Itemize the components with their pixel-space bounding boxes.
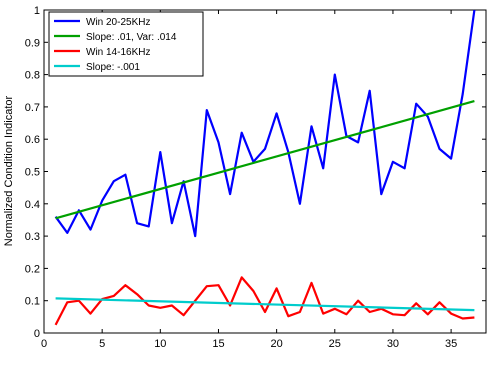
series-line-2 <box>55 100 475 220</box>
legend: Win 20-25KHz Slope: .01, Var: .014 Win 14-… <box>48 11 204 77</box>
y-tick-label: 0.9 <box>25 37 40 49</box>
series-layer <box>54 9 476 326</box>
x-axis-ticks: 0 5 10 15 20 25 30 35 <box>41 10 457 350</box>
x-tick-label: 0 <box>41 338 47 350</box>
y-tick-label: 0.4 <box>25 199 40 211</box>
x-tick-label: 15 <box>212 338 224 350</box>
x-tick-label: 25 <box>329 338 341 350</box>
y-tick-label: 1 <box>34 5 40 17</box>
y-axis-label: Normalized Condition Indicator <box>3 95 15 246</box>
y-tick-label: 0.7 <box>25 102 40 114</box>
y-tick-label: 0.3 <box>25 231 40 243</box>
series-line-4 <box>55 297 475 312</box>
legend-label-2: Slope: .01, Var: .014 <box>86 32 177 43</box>
x-tick-label: 5 <box>99 338 105 350</box>
x-tick-label: 35 <box>445 338 457 350</box>
legend-label-3: Win 14-16KHz <box>86 47 150 58</box>
series-line-1 <box>54 9 476 238</box>
y-tick-label: 0.5 <box>25 167 40 179</box>
x-tick-label: 10 <box>154 338 166 350</box>
legend-label-4: Slope: -.001 <box>86 62 140 73</box>
y-tick-label: 0.8 <box>25 70 40 82</box>
series-line-3 <box>54 276 475 326</box>
y-tick-label: 0.2 <box>25 263 40 275</box>
legend-label-1: Win 20-25KHz <box>86 17 150 28</box>
x-tick-label: 20 <box>271 338 283 350</box>
x-tick-label: 30 <box>387 338 399 350</box>
y-tick-label: 0 <box>34 328 40 340</box>
y-axis-ticks: 0 0.1 0.2 0.3 0.4 0.5 0.6 0.7 0.8 0.9 1 <box>25 5 486 340</box>
y-tick-label: 0.1 <box>25 296 40 308</box>
y-tick-label: 0.6 <box>25 134 40 146</box>
